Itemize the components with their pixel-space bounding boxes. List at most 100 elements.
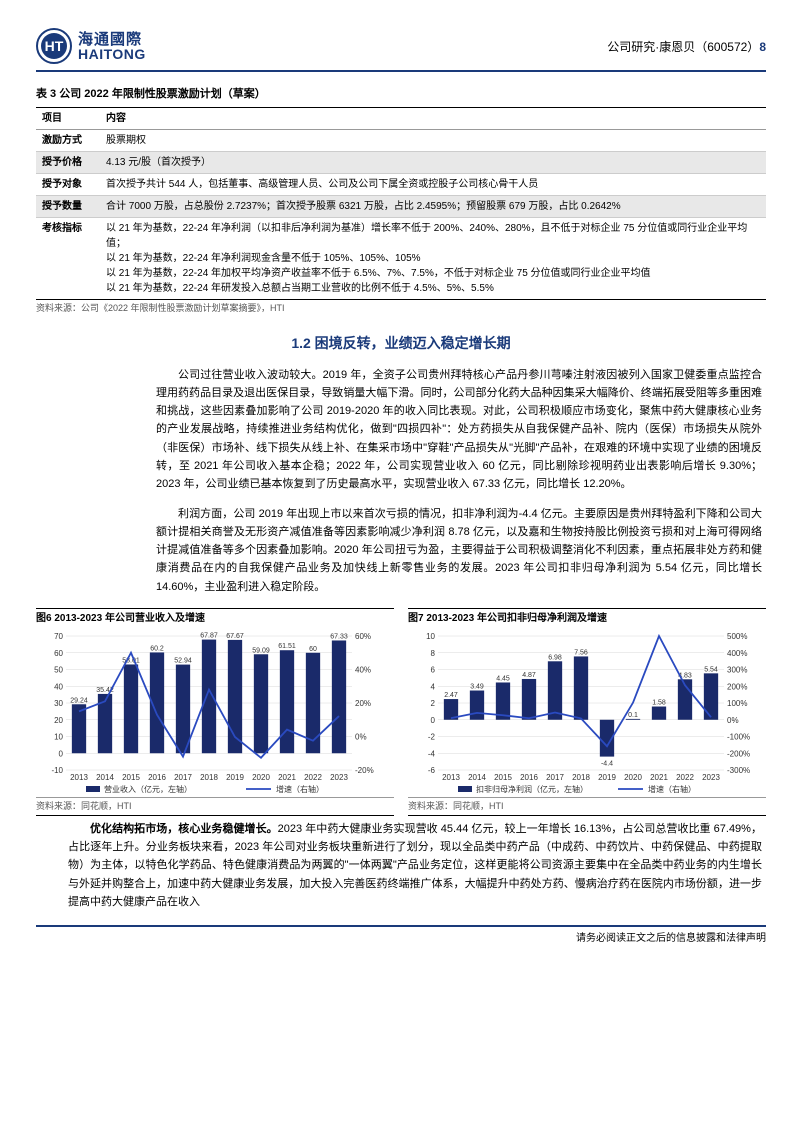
svg-text:2016: 2016 [148,773,166,782]
svg-text:营业收入（亿元，左轴）: 营业收入（亿元，左轴） [104,784,192,794]
svg-text:-2: -2 [428,732,436,741]
svg-text:0: 0 [431,715,436,724]
svg-text:52.94: 52.94 [174,657,192,664]
svg-text:500%: 500% [727,632,747,641]
svg-text:-4.4: -4.4 [601,760,613,767]
svg-text:2.47: 2.47 [444,692,458,699]
svg-text:-20%: -20% [355,766,374,775]
svg-text:2013: 2013 [70,773,88,782]
footer-text: 请务必阅读正文之后的信息披露和法律声明 [576,933,766,944]
svg-text:60: 60 [309,645,317,652]
svg-text:2017: 2017 [174,773,192,782]
svg-text:2020: 2020 [252,773,270,782]
svg-text:0: 0 [59,749,64,758]
svg-text:2023: 2023 [330,773,348,782]
svg-text:40: 40 [54,682,63,691]
header-breadcrumb: 公司研究·康恩贝（600572）8 [607,38,766,56]
section-title: 1.2 困境反转，业绩迈入稳定增长期 [36,333,766,354]
svg-text:2019: 2019 [226,773,244,782]
svg-text:200%: 200% [727,682,747,691]
svg-text:2021: 2021 [650,773,668,782]
table3-head-content: 内容 [100,107,766,129]
svg-text:70: 70 [54,632,63,641]
svg-text:2023: 2023 [702,773,720,782]
svg-text:29.24: 29.24 [70,697,88,704]
table-row: 授予数量合计 7000 万股，占总股份 2.7237%；首次授予股票 6321 … [36,195,766,217]
svg-text:60%: 60% [355,632,371,641]
chart7-title: 图7 2013-2023 年公司扣非归母净利润及增速 [408,608,766,626]
svg-text:0%: 0% [355,732,367,741]
svg-text:4.45: 4.45 [496,675,510,682]
svg-text:2021: 2021 [278,773,296,782]
table-row: 授予价格4.13 元/股（首次授予） [36,151,766,173]
svg-text:-4: -4 [428,749,436,758]
svg-text:2018: 2018 [200,773,218,782]
svg-text:2020: 2020 [624,773,642,782]
para-1: 公司过往营业收入波动较大。2019 年，全资子公司贵州拜特核心产品丹参川芎嗪注射… [36,366,766,493]
svg-text:7.56: 7.56 [574,649,588,656]
svg-text:10: 10 [54,732,63,741]
chart7-block: 图7 2013-2023 年公司扣非归母净利润及增速 -6 -4 -2 0 2 4 6 8 10… [408,608,766,817]
logo-en: HAITONG [78,47,146,61]
svg-text:增速（右轴）: 增速（右轴） [276,784,324,794]
svg-text:5.54: 5.54 [704,666,718,673]
svg-text:2: 2 [431,699,436,708]
chart6-block: 图6 2013-2023 年公司营业收入及增速 -100102030405060… [36,608,394,817]
svg-text:2017: 2017 [546,773,564,782]
svg-text:20%: 20% [355,699,371,708]
svg-text:2015: 2015 [494,773,512,782]
svg-text:2018: 2018 [572,773,590,782]
para3-lead: 优化结构拓市场，核心业务稳健增长。 [90,823,278,835]
haitong-logo-icon: HT [36,28,72,64]
svg-text:扣非归母净利润（亿元，左轴）: 扣非归母净利润（亿元，左轴） [476,784,588,794]
svg-text:2014: 2014 [96,773,114,782]
table3-head-item: 项目 [36,107,100,129]
header-prefix: 公司研究·康恩贝（ [607,40,707,54]
svg-text:50: 50 [54,665,63,674]
svg-text:6: 6 [431,665,436,674]
chart6-title: 图6 2013-2023 年公司营业收入及增速 [36,608,394,626]
svg-text:8: 8 [431,648,436,657]
svg-text:2015: 2015 [122,773,140,782]
svg-text:-6: -6 [428,766,436,775]
chart7-svg: -6-4-20246810-300%-200%-100%0%100%200%30… [408,628,758,798]
svg-text:60.2: 60.2 [150,645,164,652]
svg-text:2013: 2013 [442,773,460,782]
svg-text:2022: 2022 [676,773,694,782]
table-row: 授予对象首次授予共计 544 人，包括董事、高级管理人员、公司及公司下属全资或控… [36,173,766,195]
svg-text:60: 60 [54,648,63,657]
svg-text:59.09: 59.09 [252,647,270,654]
svg-text:61.51: 61.51 [278,643,296,650]
svg-text:400%: 400% [727,648,747,657]
header-suffix: ） [747,40,759,54]
svg-text:30: 30 [54,699,63,708]
table-row: 考核指标以 21 年为基数，22-24 年净利润（以扣非后净利润为基准）增长率不… [36,217,766,299]
svg-text:1.58: 1.58 [652,699,666,706]
svg-text:67.33: 67.33 [330,633,348,640]
svg-text:-100%: -100% [727,732,750,741]
svg-text:增速（右轴）: 增速（右轴） [648,784,696,794]
svg-text:-300%: -300% [727,766,750,775]
svg-text:6.98: 6.98 [548,654,562,661]
svg-text:10: 10 [426,632,435,641]
svg-text:2019: 2019 [598,773,616,782]
page-number: 8 [759,40,766,54]
svg-text:2022: 2022 [304,773,322,782]
page-header: HT 海通國際 HAITONG 公司研究·康恩贝（600572）8 [36,28,766,72]
table3-title: 表 3 公司 2022 年限制性股票激励计划（草案） [36,86,766,103]
logo-cn: 海通國際 [78,32,146,47]
table-row: 激励方式股票期权 [36,129,766,151]
svg-text:67.67: 67.67 [226,633,244,640]
svg-text:-200%: -200% [727,749,750,758]
svg-text:4: 4 [431,682,436,691]
para-2: 利润方面，公司 2019 年出现上市以来首次亏损的情况，扣非净利润为-4.4 亿… [36,505,766,596]
svg-text:100%: 100% [727,699,747,708]
svg-text:3.49: 3.49 [470,683,484,690]
chart6-source: 资料来源：同花顺，HTI [36,798,394,817]
logo: HT 海通國際 HAITONG [36,28,146,64]
svg-text:4.87: 4.87 [522,672,536,679]
para-3: 优化结构拓市场，核心业务稳健增长。2023 年中药大健康业务实现营收 45.44… [36,820,766,911]
svg-text:2016: 2016 [520,773,538,782]
svg-text:67.87: 67.87 [200,632,218,639]
table3-source: 资料来源：公司《2022 年限制性股票激励计划草案摘要》，HTI [36,302,766,316]
